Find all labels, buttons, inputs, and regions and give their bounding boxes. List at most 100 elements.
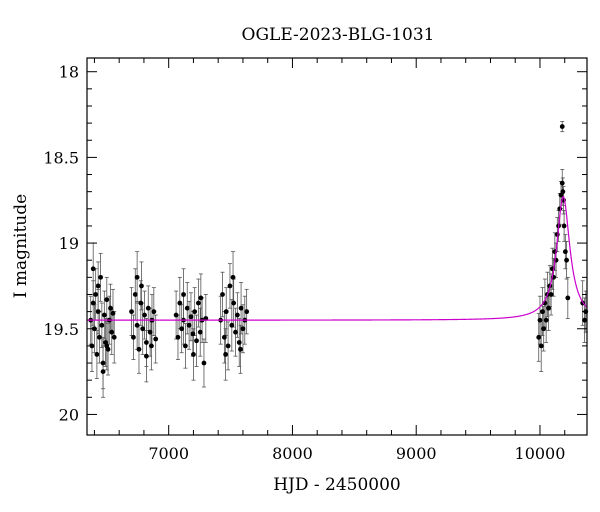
- data-point: [562, 249, 568, 255]
- data-point: [192, 309, 198, 315]
- data-point: [95, 283, 101, 289]
- data-point: [186, 322, 192, 328]
- data-point: [227, 283, 233, 289]
- data-point: [541, 326, 547, 332]
- data-point: [244, 309, 250, 315]
- data-point: [110, 310, 116, 316]
- data-point: [104, 343, 110, 349]
- data-point: [198, 295, 204, 301]
- data-point: [564, 257, 569, 263]
- data-point: [536, 334, 542, 340]
- data-point: [538, 343, 544, 349]
- data-point: [546, 305, 552, 311]
- data-point: [99, 322, 105, 328]
- data-point: [177, 300, 183, 306]
- y-tick-label: 18: [59, 63, 79, 82]
- data-point: [147, 329, 153, 335]
- data-point: [132, 292, 138, 297]
- data-point: [148, 343, 154, 349]
- data-point: [537, 317, 543, 323]
- data-point: [131, 334, 136, 340]
- data-point: [90, 266, 96, 272]
- data-point: [560, 189, 566, 195]
- data-point: [98, 274, 104, 280]
- x-tick-label: 8000: [272, 444, 313, 463]
- data-point: [138, 300, 144, 306]
- x-tick-label: 9000: [396, 444, 437, 463]
- data-point: [144, 340, 149, 345]
- y-tick-label: 20: [59, 405, 79, 424]
- data-point: [139, 283, 144, 289]
- data-point: [129, 309, 134, 315]
- data-point: [240, 326, 246, 332]
- data-point: [111, 334, 117, 340]
- data-point: [140, 326, 146, 332]
- y-axis-ticks: 18 18.5 19 19.5 20: [43, 63, 587, 424]
- data-point: [201, 360, 207, 366]
- data-point: [230, 274, 236, 280]
- plot-frame: [86, 57, 588, 436]
- data-point: [225, 343, 231, 349]
- x-tick-label: 10000: [515, 444, 566, 463]
- y-axis-label: I magnitude: [11, 194, 31, 298]
- data-point: [238, 346, 243, 352]
- data-point: [184, 305, 190, 311]
- data-point: [197, 329, 203, 335]
- data-point: [101, 312, 107, 318]
- data-point: [188, 314, 194, 320]
- x-axis-ticks: 7000 8000 9000 10000: [93, 58, 566, 463]
- data-point: [561, 223, 567, 229]
- data-point: [223, 309, 229, 315]
- data-point: [100, 369, 106, 374]
- data-point: [548, 292, 554, 297]
- data-point: [94, 352, 100, 357]
- data-point: [221, 334, 227, 340]
- chart-title: OGLE-2023-BLG-1031: [242, 25, 435, 45]
- error-bars: [88, 121, 588, 398]
- data-point: [559, 124, 565, 129]
- data-point: [179, 326, 185, 332]
- data-point: [234, 312, 240, 318]
- data-point: [95, 309, 101, 315]
- data-point: [93, 292, 99, 297]
- y-tick-label: 18.5: [43, 148, 79, 167]
- data-point: [565, 295, 571, 301]
- data-point: [236, 340, 242, 345]
- data-point: [96, 334, 102, 340]
- data-point: [540, 309, 545, 315]
- data-point: [134, 274, 140, 280]
- model-curve: [87, 195, 588, 321]
- data-point: [100, 360, 106, 366]
- data-point: [175, 334, 181, 340]
- data-point: [108, 305, 113, 311]
- data-point: [559, 180, 565, 186]
- data-point: [134, 322, 140, 328]
- data-point: [181, 292, 186, 297]
- data-point: [182, 343, 188, 349]
- x-tick-label: 7000: [148, 444, 189, 463]
- data-point: [543, 317, 549, 323]
- data-point: [151, 309, 157, 315]
- data-point: [582, 317, 587, 323]
- data-point: [90, 300, 96, 306]
- data-point: [195, 300, 201, 306]
- data-point: [191, 352, 196, 357]
- data-point: [557, 206, 563, 212]
- data-point: [104, 297, 110, 303]
- data-point: [173, 312, 179, 318]
- data-point: [233, 329, 238, 335]
- data-point: [109, 329, 115, 335]
- data-point: [231, 300, 237, 306]
- y-tick-label: 19.5: [43, 320, 79, 339]
- y-tick-label: 19: [59, 234, 79, 253]
- data-point: [153, 336, 159, 342]
- data-point: [144, 353, 149, 359]
- data-point: [145, 305, 151, 311]
- data-point: [142, 312, 147, 318]
- data-point: [229, 322, 235, 328]
- x-axis-label: HJD - 2450000: [273, 475, 401, 495]
- data-point: [190, 331, 196, 337]
- data-point: [223, 352, 229, 357]
- data-point: [238, 305, 244, 311]
